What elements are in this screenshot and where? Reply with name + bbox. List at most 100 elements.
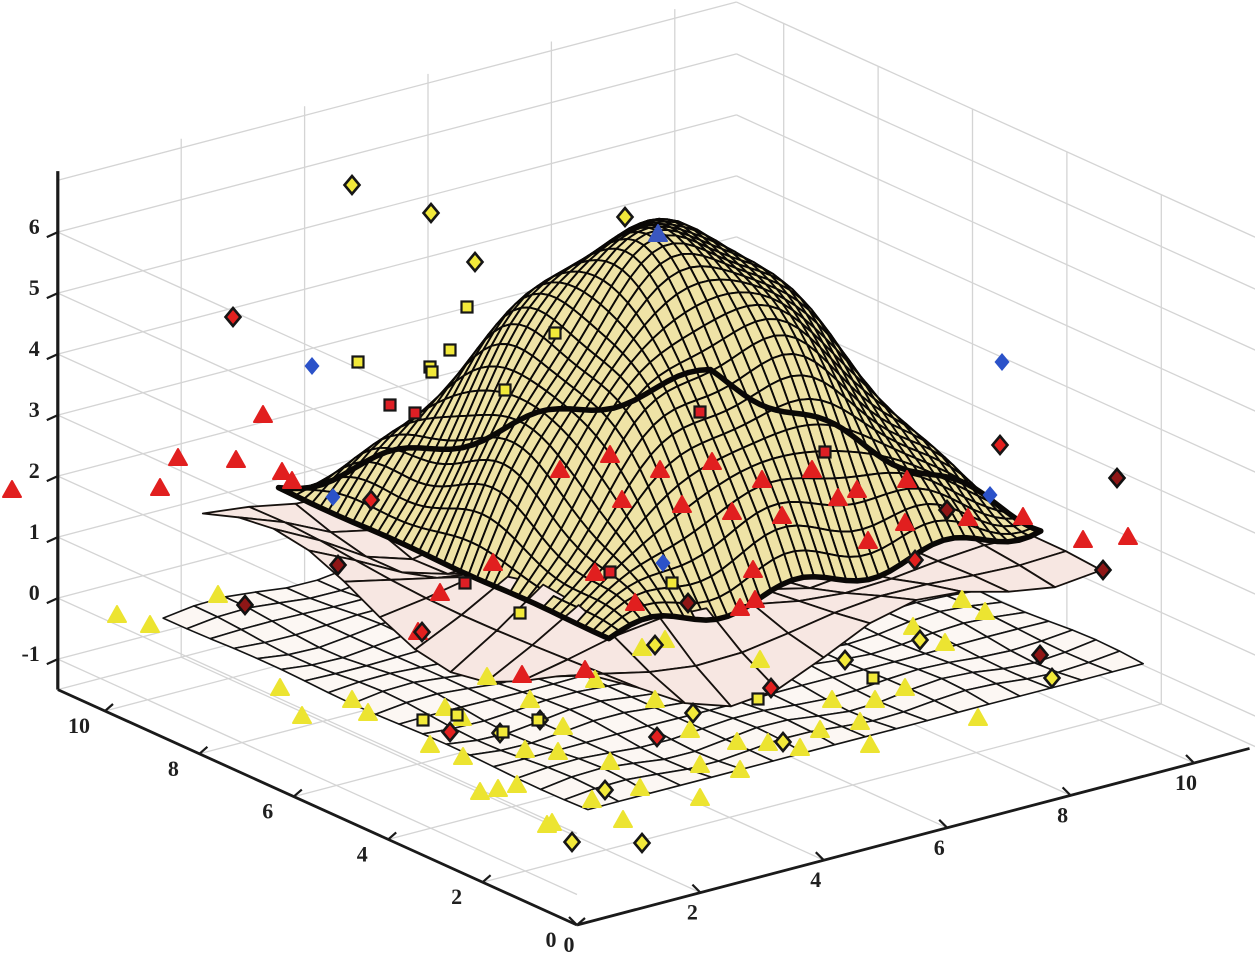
marker-group-red-triangle [2, 405, 1138, 683]
marker-group-yellow-square [351, 300, 880, 739]
red-triangle-marker [745, 590, 765, 608]
yellow-triangle-marker [520, 690, 540, 708]
yellow-square-marker [425, 365, 439, 379]
z-tick-label: 4 [29, 336, 40, 361]
red-square-marker [458, 576, 472, 590]
z-tick-label: 1 [29, 519, 40, 544]
yellow-triangle-marker [690, 755, 710, 773]
red-triangle-marker [168, 448, 188, 466]
dark-red-diamond-marker [1030, 643, 1050, 667]
yellow-triangle-marker [975, 602, 995, 620]
yellow-triangle-marker [865, 690, 885, 708]
x-tick-label: 6 [934, 835, 945, 860]
yellow-triangle-marker [140, 615, 160, 633]
blue-triangle-marker [648, 224, 668, 242]
red-diamond-marker [761, 676, 781, 700]
yellow-diamond-marker [421, 201, 441, 225]
yellow-diamond-marker [1042, 666, 1062, 690]
yellow-diamond-marker [632, 831, 652, 855]
yellow-diamond-marker [683, 701, 703, 725]
yellow-triangle-marker [727, 732, 747, 750]
x-tick-label: 10 [1175, 770, 1197, 795]
red-triangle-marker [226, 450, 246, 468]
yellow-triangle-marker [582, 790, 602, 808]
red-diamond-marker [647, 725, 667, 749]
yellow-diamond-marker [342, 173, 362, 197]
yellow-square-marker [531, 713, 545, 727]
yellow-triangle-marker [822, 690, 842, 708]
y-tick-label: 10 [68, 713, 90, 738]
yellow-triangle-marker [548, 742, 568, 760]
yellow-square-marker [548, 326, 562, 340]
yellow-square-marker [416, 713, 430, 727]
y-tick-label: 0 [546, 927, 557, 952]
y-tick-label: 4 [357, 841, 368, 866]
red-square-marker [818, 445, 832, 459]
yellow-triangle-marker [515, 740, 535, 758]
red-triangle-marker [702, 452, 722, 470]
red-triangle-marker [802, 460, 822, 478]
yellow-triangle-marker [107, 605, 127, 623]
z-tick-label: 5 [29, 275, 40, 300]
marker-group-blue-triangle [648, 224, 668, 242]
red-square-marker [693, 405, 707, 419]
yellow-triangle-marker [420, 735, 440, 753]
yellow-triangle-marker [850, 712, 870, 730]
yellow-triangle-marker [208, 585, 228, 603]
yellow-triangle-marker [600, 752, 620, 770]
yellow-triangle-marker [270, 678, 290, 696]
marker-group-red-diamond [223, 305, 1010, 749]
yellow-triangle-marker [730, 760, 750, 778]
yellow-diamond-marker [465, 250, 485, 274]
yellow-triangle-marker [810, 720, 830, 738]
red-triangle-marker [752, 470, 772, 488]
blue-diamond-marker [304, 357, 320, 375]
yellow-triangle-marker [470, 782, 490, 800]
yellow-triangle-marker [968, 708, 988, 726]
blue-diamond-marker [655, 554, 671, 572]
yellow-square-marker [665, 576, 679, 590]
yellow-triangle-marker [507, 775, 527, 793]
yellow-diamond-marker [645, 633, 665, 657]
yellow-diamond-marker [615, 205, 635, 229]
red-triangle-marker [858, 531, 878, 549]
yellow-triangle-marker [935, 633, 955, 651]
yellow-triangle-marker [630, 778, 650, 796]
red-triangle-marker [730, 598, 750, 616]
yellow-triangle-marker [477, 667, 497, 685]
red-diamond-marker [440, 720, 460, 744]
yellow-diamond-marker [773, 730, 793, 754]
yellow-triangle-marker [292, 706, 312, 724]
dark-red-diamond-marker [328, 553, 348, 577]
red-triangle-marker [550, 460, 570, 478]
red-triangle-marker [253, 405, 273, 423]
red-triangle-marker [512, 665, 532, 683]
red-triangle-marker [1013, 507, 1033, 525]
yellow-triangle-marker [342, 690, 362, 708]
red-square-marker [408, 406, 422, 420]
red-triangle-marker [958, 508, 978, 526]
yellow-triangle-marker [585, 670, 605, 688]
z-tick-label: -1 [21, 641, 39, 666]
y-tick-label: 8 [168, 756, 179, 781]
z-tick-label: 3 [29, 397, 40, 422]
red-triangle-marker [585, 563, 605, 581]
yellow-diamond-marker [595, 778, 615, 802]
marker-group-yellow-triangle [107, 585, 995, 833]
red-triangle-marker [743, 560, 763, 578]
x-tick-label: 4 [810, 867, 821, 892]
red-triangle-marker [430, 583, 450, 601]
yellow-triangle-marker [860, 735, 880, 753]
red-diamond-marker [412, 620, 432, 644]
marker-group-dark-red-diamond [235, 466, 1127, 667]
yellow-square-marker [498, 383, 512, 397]
red-triangle-marker [650, 460, 670, 478]
red-triangle-marker [772, 506, 792, 524]
yellow-triangle-marker [895, 678, 915, 696]
scatter-markers [2, 173, 1138, 855]
red-triangle-marker [722, 502, 742, 520]
red-triangle-marker [1073, 530, 1093, 548]
yellow-triangle-marker [903, 617, 923, 635]
